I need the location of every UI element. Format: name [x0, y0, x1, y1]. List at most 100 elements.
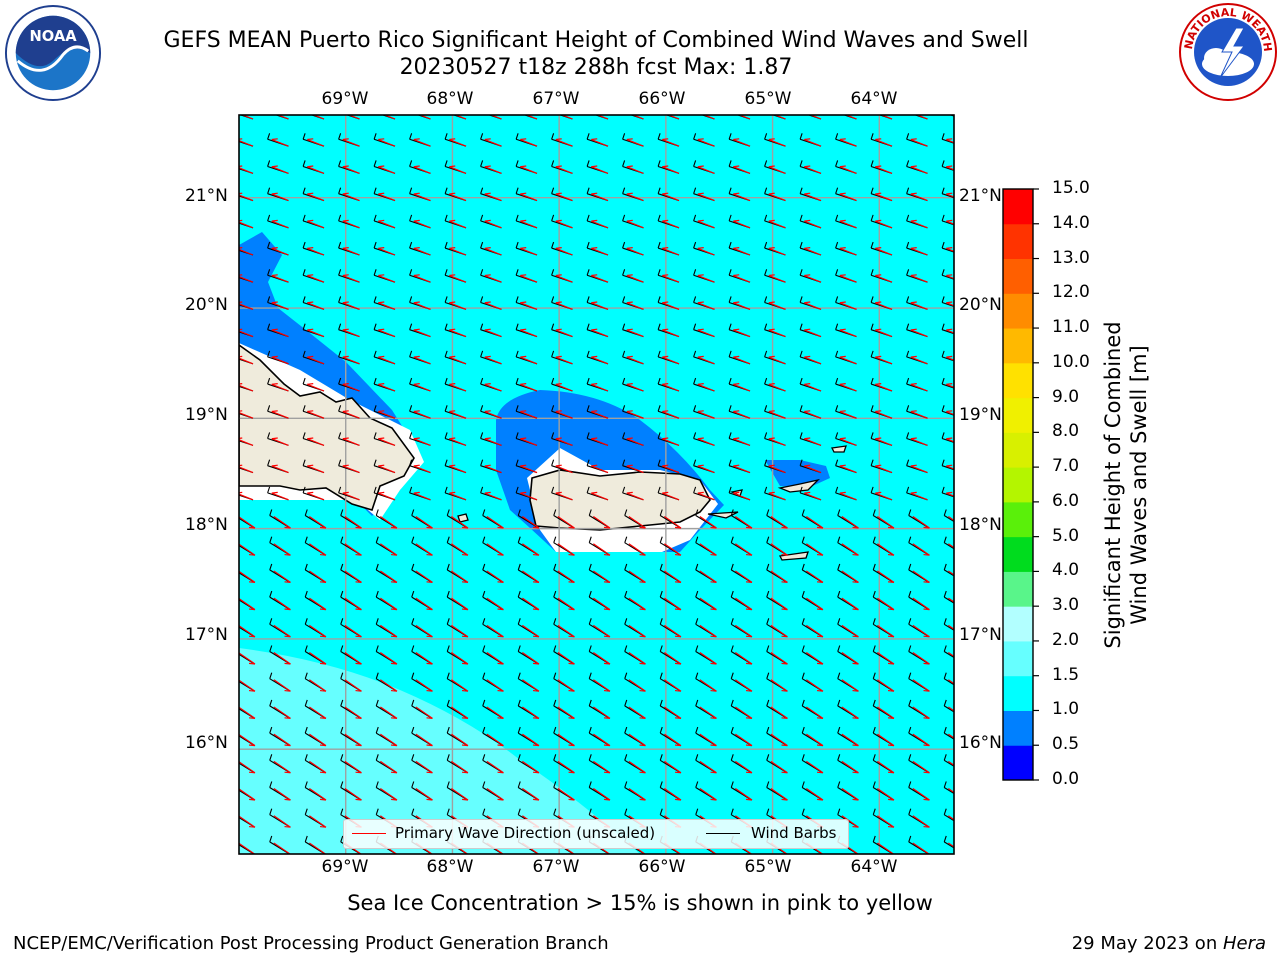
- lon-label-bottom-64w: 64°W: [850, 857, 898, 877]
- wave-direction-arrow: [307, 220, 325, 229]
- wave-direction-arrow: [626, 410, 644, 419]
- wave-direction-arrow: [875, 193, 893, 202]
- wind-barb-feather: [444, 323, 448, 330]
- wave-arrow-head: [875, 192, 882, 195]
- wave-arrow-head: [591, 410, 598, 413]
- wind-barb-feather: [764, 187, 768, 194]
- wave-direction-arrow: [557, 679, 575, 692]
- wave-direction-arrow: [380, 570, 398, 583]
- wave-arrow-head: [733, 247, 740, 249]
- wave-arrow-head: [839, 355, 846, 358]
- wind-barb-feather: [411, 563, 415, 571]
- wind-barb-feather: [586, 187, 590, 194]
- wave-arrow-head: [639, 717, 646, 719]
- wind-barb-feather: [373, 350, 377, 358]
- wave-direction-arrow: [770, 788, 788, 801]
- wind-barb-feather: [482, 754, 486, 761]
- wave-direction-arrow: [520, 247, 538, 256]
- wind-barb-feather: [870, 214, 874, 222]
- wind-barb-feather: [872, 808, 876, 815]
- wind-barb-feather: [232, 215, 234, 221]
- colorbar: [1003, 188, 1039, 781]
- wave-direction-arrow: [557, 516, 575, 529]
- wave-direction-arrow: [733, 247, 751, 256]
- wind-barb-feather: [232, 460, 234, 466]
- wind-barb-feather: [764, 405, 768, 412]
- wave-direction-arrow: [380, 679, 398, 692]
- wave-direction-arrow: [912, 815, 930, 828]
- wave-arrow-head: [568, 689, 575, 692]
- wave-direction-arrow: [804, 383, 822, 392]
- wind-barb-feather: [586, 133, 590, 140]
- wind-barb-feather: [269, 835, 273, 843]
- wave-direction-arrow: [770, 624, 788, 638]
- wave-direction-arrow: [841, 788, 859, 801]
- wave-arrow-head: [733, 274, 740, 277]
- wind-barb-feather: [551, 296, 555, 303]
- wind-barb-feather: [695, 645, 699, 652]
- wave-direction-arrow: [910, 383, 928, 392]
- wind-barb-feather: [411, 509, 415, 516]
- wave-arrow-head: [769, 112, 775, 113]
- wave-direction-arrow: [877, 733, 895, 747]
- wave-arrow-head: [768, 301, 775, 304]
- wave-direction-arrow: [520, 492, 538, 501]
- wind-barb-feather: [728, 214, 732, 222]
- wave-direction-arrow: [875, 383, 893, 392]
- wave-arrow-head: [248, 717, 256, 719]
- wave-direction-arrow: [697, 220, 715, 229]
- wave-direction-arrow: [522, 679, 540, 692]
- wave-direction-arrow: [733, 166, 751, 174]
- wind-barb-feather: [553, 590, 557, 598]
- wave-direction-arrow: [522, 788, 540, 801]
- wave-arrow-head: [497, 581, 504, 583]
- wave-arrow-head: [639, 526, 646, 529]
- wind-barb-feather: [302, 241, 306, 249]
- wave-arrow-head: [284, 717, 291, 719]
- wave-direction-arrow: [239, 516, 256, 529]
- wave-arrow-head: [484, 138, 491, 141]
- wave-arrow-head: [710, 662, 717, 665]
- wave-arrow-head: [733, 192, 740, 195]
- wave-direction-arrow: [486, 570, 504, 583]
- wave-direction-arrow: [557, 706, 575, 719]
- wave-arrow-head: [484, 165, 491, 168]
- wave-arrow-head: [697, 464, 704, 467]
- wind-barb-feather: [302, 160, 306, 167]
- wave-arrow-head: [520, 328, 527, 331]
- wind-barb-feather: [411, 590, 415, 598]
- nws-logo: NATIONAL WEATHER SERVICE: [1178, 2, 1277, 101]
- wave-arrow-head: [910, 491, 917, 494]
- wave-direction-arrow: [770, 516, 788, 529]
- wave-arrow-head: [378, 491, 385, 494]
- wave-arrow-head: [342, 274, 349, 277]
- wind-barb-feather: [657, 269, 661, 276]
- wind-barb-feather: [837, 754, 841, 761]
- wave-direction-arrow: [486, 760, 504, 774]
- wind-barb-feather: [444, 350, 448, 358]
- wind-barb-feather: [553, 536, 557, 543]
- wave-arrow-head: [591, 165, 598, 168]
- wind-barb-feather: [515, 459, 519, 466]
- wave-direction-arrow: [378, 302, 396, 310]
- wind-barb-feather: [588, 672, 592, 679]
- wave-arrow-head: [710, 581, 717, 583]
- wind-barb-feather: [906, 459, 910, 466]
- wind-barb-feather: [446, 699, 450, 707]
- wave-arrow-head: [698, 112, 704, 113]
- wave-arrow-head: [745, 717, 753, 719]
- wave-arrow-head: [248, 608, 256, 611]
- wave-arrow-head: [284, 689, 291, 692]
- wave-direction-arrow: [912, 842, 930, 854]
- wave-arrow-head: [342, 355, 349, 358]
- wave-arrow-head: [875, 355, 882, 358]
- wave-direction-arrow: [839, 138, 857, 147]
- wave-arrow-head: [697, 410, 704, 413]
- wave-arrow-head: [272, 112, 278, 113]
- colorbar-segment: [1003, 328, 1033, 364]
- wave-direction-arrow: [662, 302, 680, 310]
- wave-direction-arrow: [875, 166, 893, 174]
- wind-barb-feather: [624, 726, 628, 734]
- wave-direction-arrow: [733, 438, 751, 446]
- wave-arrow-head: [355, 635, 362, 638]
